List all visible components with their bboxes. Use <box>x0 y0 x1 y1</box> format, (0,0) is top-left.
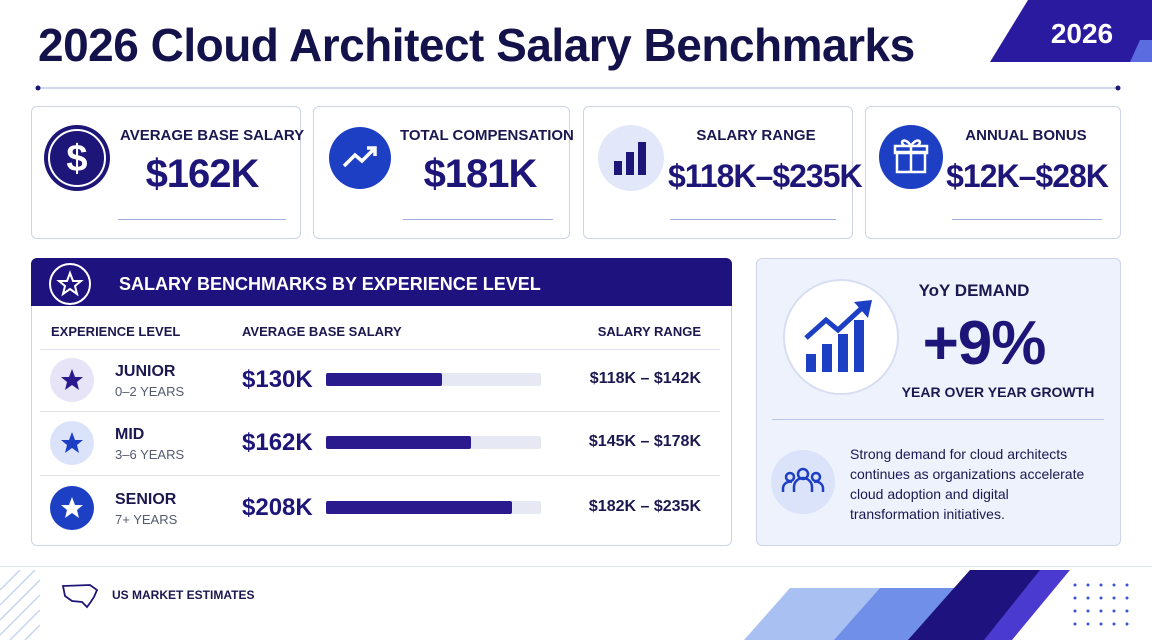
table-card <box>31 258 732 546</box>
people-icon <box>771 450 835 514</box>
salary-range: $118K – $142K <box>589 370 701 387</box>
kpi-label: TOTAL COMPENSATION <box>400 127 574 144</box>
table-title: SALARY BENCHMARKS BY EXPERIENCE LEVEL <box>119 274 541 294</box>
demand-note: Strong demand for cloud architects conti… <box>850 446 1085 522</box>
footer-decoration <box>744 570 1129 640</box>
demand-title: YoY DEMAND <box>918 281 1030 300</box>
level-years: 0–2 YEARS <box>115 384 185 399</box>
trend-icon <box>329 127 391 189</box>
dollar-icon: $ <box>44 125 110 191</box>
growth-icon <box>783 279 899 395</box>
kpi-label: AVERAGE BASE SALARY <box>120 127 305 144</box>
level-icon <box>50 358 94 402</box>
kpi-label: SALARY RANGE <box>696 127 816 144</box>
level-icon <box>50 421 94 465</box>
row-separator <box>40 411 720 412</box>
kpi-label: ANNUAL BONUS <box>965 127 1087 144</box>
salary-range: $145K – $178K <box>588 433 701 450</box>
kpi-value: $118K–$235K <box>668 158 863 194</box>
salary-value: $162K <box>242 429 313 456</box>
column-header: SALARY RANGE <box>597 324 701 339</box>
page-title: 2026 Cloud Architect Salary Benchmarks <box>38 19 915 71</box>
divider <box>772 419 1104 420</box>
bar-track <box>326 501 541 514</box>
salary-bar <box>326 501 513 514</box>
salary-value: $208K <box>242 494 313 521</box>
underline <box>952 219 1102 220</box>
demand-subtitle: YEAR OVER YEAR GROWTH <box>901 384 1095 400</box>
kpi-value: $12K–$28K <box>946 158 1109 194</box>
row-separator <box>40 349 720 350</box>
title-rule <box>35 85 1121 91</box>
row-separator <box>40 475 720 476</box>
level-years: 3–6 YEARS <box>115 447 185 462</box>
hatch <box>0 570 40 640</box>
demand-value: +9% <box>922 309 1047 378</box>
bars-icon <box>598 125 664 191</box>
level-name: MID <box>115 426 145 443</box>
gift-icon <box>879 125 943 189</box>
salary-value: $130K <box>242 366 313 393</box>
bar-track <box>326 373 541 386</box>
bar-track <box>326 436 541 449</box>
salary-range: $182K – $235K <box>588 498 701 515</box>
underline <box>118 219 286 220</box>
underline <box>670 219 836 220</box>
column-header: EXPERIENCE LEVEL <box>51 324 181 339</box>
badge-shape <box>990 0 1152 62</box>
salary-bar <box>326 436 472 449</box>
svg-text:$: $ <box>66 138 87 180</box>
salary-bar <box>326 373 443 386</box>
footer-source: US MARKET ESTIMATES <box>112 588 255 602</box>
table-header <box>31 258 732 306</box>
footer-rule <box>0 566 1152 567</box>
kpi-value: $181K <box>423 152 538 196</box>
year-badge: 2026 <box>1050 18 1114 49</box>
star-icon <box>49 263 91 305</box>
underline <box>403 219 553 220</box>
kpi-value: $162K <box>145 152 260 196</box>
level-name: JUNIOR <box>115 363 176 380</box>
level-years: 7+ YEARS <box>115 512 178 527</box>
level-name: SENIOR <box>115 491 177 508</box>
column-header: AVERAGE BASE SALARY <box>242 324 402 339</box>
us-map-icon <box>61 584 99 609</box>
level-icon <box>50 486 94 530</box>
